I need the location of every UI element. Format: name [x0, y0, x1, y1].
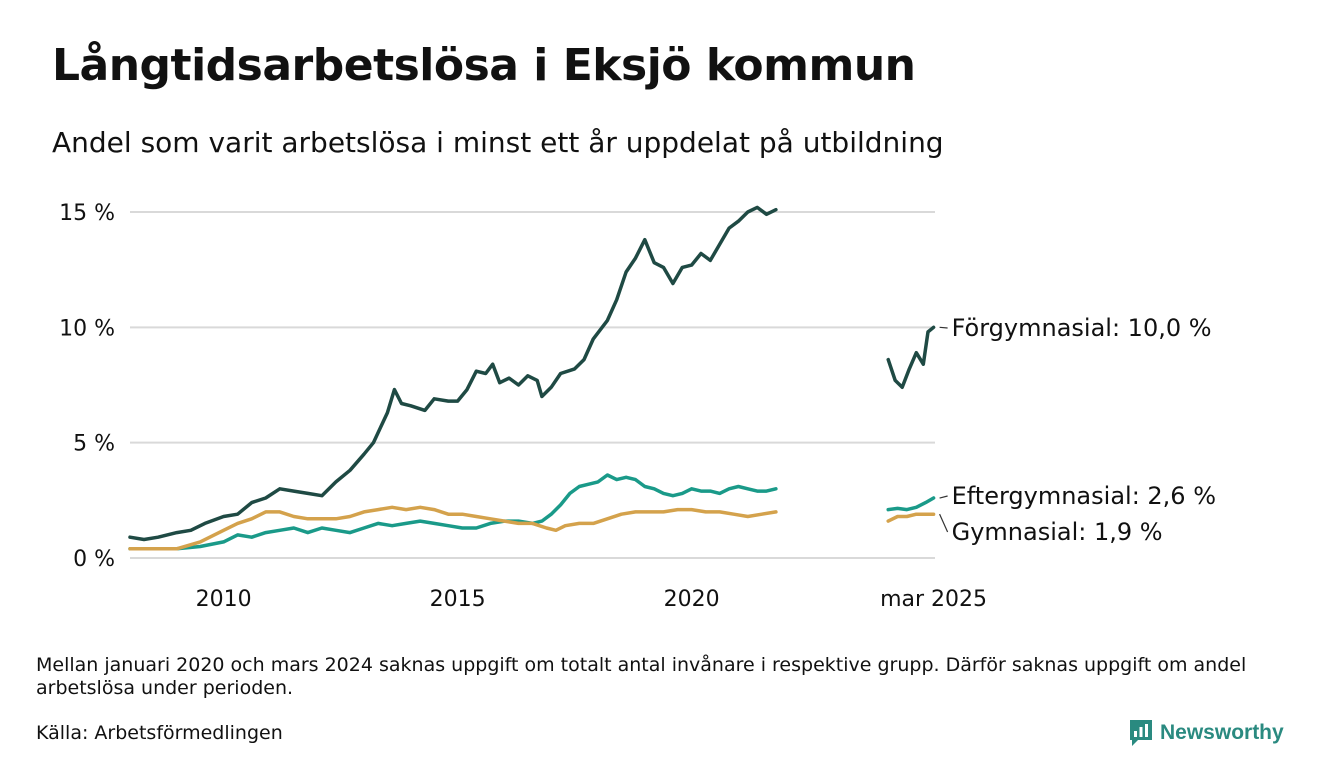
label-leader-line [939, 495, 948, 499]
gridlines [130, 211, 935, 559]
y-tick-label: 5 % [73, 432, 115, 457]
series-end-label: Förgymnasial: 10,0 % [952, 314, 1212, 342]
series-end-label: Eftergymnasial: 2,6 % [952, 482, 1216, 510]
brand-name: Newsworthy [1160, 721, 1284, 744]
label-leader-line [939, 326, 948, 329]
x-tick-label: 2020 [664, 587, 720, 612]
y-axis-ticks: 0 % 5 % 10 % 15 % [59, 201, 115, 572]
x-axis-ticks: 2010 2015 2020 mar 2025 [196, 587, 987, 612]
series-end-label: Gymnasial: 1,9 % [952, 518, 1163, 546]
x-tick-label: 2010 [196, 587, 252, 612]
series-line-eftergymnasial [886, 496, 936, 512]
x-tick-label: 2015 [430, 587, 486, 612]
series-line-gymnasial [886, 512, 936, 523]
series-end-labels: Förgymnasial: 10,0 % Eftergymnasial: 2,6 … [939, 314, 1216, 546]
series-lines [128, 205, 936, 551]
x-tick-label: mar 2025 [880, 587, 987, 612]
y-tick-label: 10 % [59, 316, 115, 341]
series-line-gymnasial [128, 505, 778, 551]
chart-subtitle: Andel som varit arbetslösa i minst ett å… [52, 126, 944, 159]
line-chart: 0 % 5 % 10 % 15 % 2010 2015 2020 mar 2025 Förg… [59, 201, 1216, 612]
chart-title: Långtidsarbetslösa i Eksjö kommun [52, 40, 916, 91]
brand-logo[interactable]: Newsworthy [1128, 718, 1284, 748]
newsworthy-logo-icon [1130, 720, 1152, 746]
source-text: Källa: Arbetsförmedlingen [36, 722, 283, 744]
series-line-eftergymnasial [128, 473, 778, 551]
series-line-förgymnasial [886, 325, 936, 390]
footnote: Mellan januari 2020 och mars 2024 saknas… [36, 654, 1247, 699]
y-tick-label: 15 % [59, 201, 115, 226]
series-line-förgymnasial [128, 205, 778, 542]
label-leader-line [939, 513, 949, 533]
y-tick-label: 0 % [73, 547, 115, 572]
